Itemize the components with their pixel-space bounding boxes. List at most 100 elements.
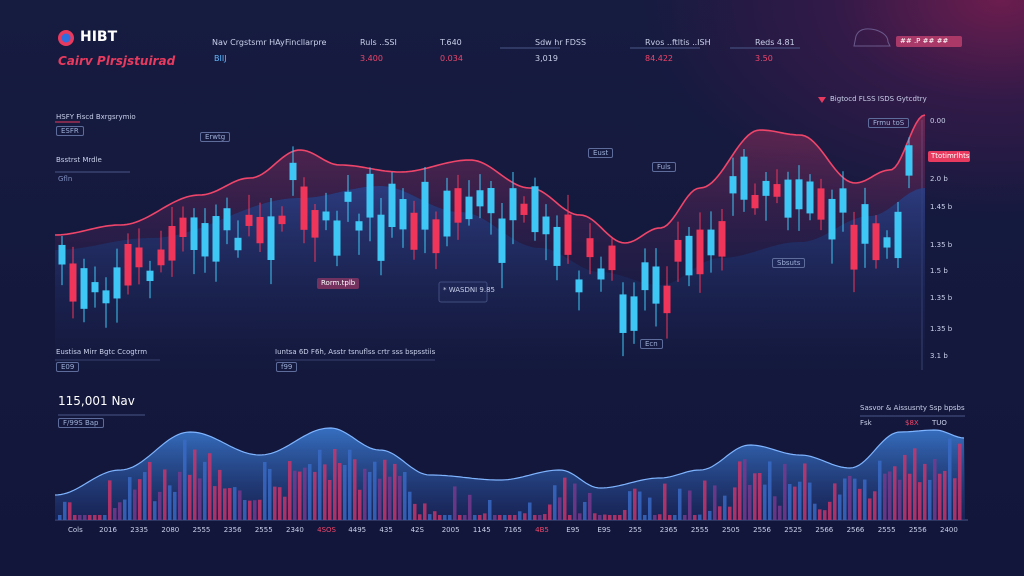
candle-body [399,199,407,230]
volume-bar [348,449,352,520]
x-label: E9S [597,526,611,534]
x-label: 2555 [254,526,273,534]
candle-body [124,243,132,286]
volume-bar [518,511,522,520]
x-label: 2365 [659,526,678,534]
axis-label: 1.35 b [930,241,953,249]
volume-bar [383,459,387,520]
volume-bar [763,484,767,520]
volume-bar [708,510,712,520]
candle-body [311,210,319,238]
candle-body [465,196,473,220]
annotation: Eust [588,148,614,158]
candle-body [817,188,825,220]
volume-bar [98,515,102,520]
volume-bar [608,515,612,520]
axis-label: 1.35 b [930,325,953,333]
volume-bar [858,488,862,520]
x-label: 4SOS [317,526,336,534]
volume-bar [898,479,902,520]
panel-note: Iuntsa 6D F6h, Asstr tsnuflss crtr sss b… [275,348,436,356]
volume-bar [538,515,542,520]
volume-bar [393,463,397,520]
candle-body [773,184,781,197]
volume-item: $8X [905,419,919,427]
volume-bar [73,515,77,520]
candle-body [300,186,308,230]
volume-bar [923,463,927,520]
volume-bar [728,506,732,520]
volume-bar [368,471,372,520]
volume-bar [303,467,307,520]
candle-body [861,204,869,244]
volume-bar [788,484,792,520]
volume-legend: Sasvor & Aissusnty Ssp bpsbs [860,404,965,412]
annotation: Frmu toS [868,118,910,128]
volume-bar [548,504,552,520]
candle-body [212,216,220,262]
button-outline [853,28,891,47]
candle-body [828,198,836,240]
volume-bar [113,508,117,520]
volume-bar [243,500,247,520]
volume-bar [783,463,787,520]
tag: F/99S Bap [58,418,104,428]
volume-bar [358,489,362,520]
tag: Gfln [58,175,73,183]
volume-bar [423,503,427,520]
volume-bar [668,515,672,520]
volume-bar [613,515,617,520]
volume-bar [603,514,607,520]
volume-bar [503,515,507,520]
volume-bar [458,515,462,520]
candle-body [355,221,363,231]
volume-bar [778,505,782,520]
volume-bar [868,498,872,520]
stat-value: 3.400 [360,54,383,63]
candle-body [289,162,297,181]
volume-bar [323,464,327,520]
x-label: 4495 [348,526,367,534]
volume-bar [118,502,122,520]
volume-bar [408,491,412,520]
volume-bar [888,471,892,520]
candle-body [553,226,561,266]
candle-body [322,211,330,221]
x-label: 2525 [784,526,803,534]
volume-bar [203,461,207,520]
volume-bar [238,490,242,520]
volume-bar [823,510,827,520]
axis-label: 1.5 b [930,267,948,275]
axis-badge: Ttotimrlhts [931,152,970,160]
panel-note: Eustisa Mirr Bgtc Ccogtrm [56,348,148,356]
volume-bar [223,488,227,520]
volume-bar [233,487,237,520]
candle-body [597,268,605,280]
volume-bar [398,475,402,520]
button-bg [896,36,962,47]
volume-bar [273,486,277,520]
volume-bar [188,474,192,520]
candle-body [586,238,594,258]
order-text: * WASDNI 9.85 [443,286,495,294]
volume-bar [953,478,957,520]
tag: E09 [56,362,80,372]
x-label: 1145 [472,526,491,534]
volume-bar [268,468,272,520]
volume-bar [433,511,437,520]
volume-bar [83,515,87,520]
button[interactable]: ## .P ## ## [900,37,949,45]
volume-bar [878,460,882,520]
stat-value: 0.034 [440,54,463,63]
candle-body [663,285,671,314]
candle-body [696,229,704,275]
candle-body [421,181,429,230]
axis-label: 0.00 [930,117,946,125]
volume-bar [218,469,222,520]
candle-body [80,268,88,309]
volume-bar [883,473,887,520]
volume-bar [863,479,867,520]
candle-body [476,190,484,207]
volume-bar [683,515,687,520]
candle-body [762,180,770,196]
